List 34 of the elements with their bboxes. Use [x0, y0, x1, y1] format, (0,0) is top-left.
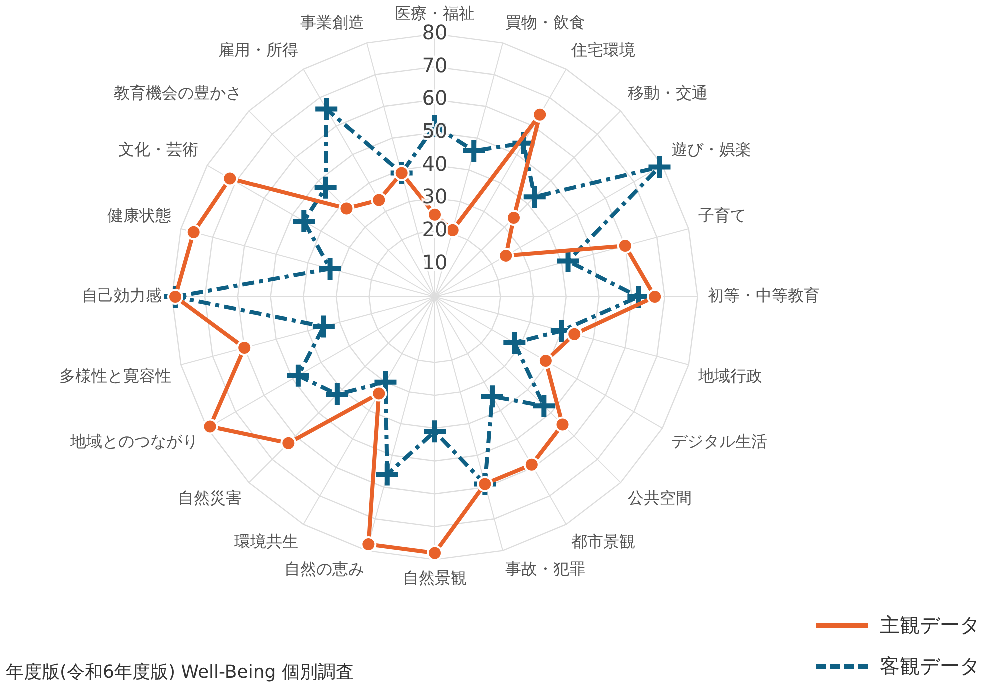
spoke-label: 初等・中等教育 [708, 286, 820, 306]
legend-label: 客観データ [880, 653, 980, 680]
y-tick-label: 20 [422, 218, 448, 242]
spoke-label: 健康状態 [107, 206, 172, 225]
spoke-label: 自然災害 [178, 488, 242, 508]
text: 年度版(令和6年度版) Well-Being 個別調査 [6, 661, 354, 684]
spoke-label: 住宅環境 [570, 40, 636, 60]
y-tick-label: 80 [422, 20, 448, 44]
spoke-label: 教育機会の豊かさ [114, 84, 242, 103]
spoke-label: 雇用・所得 [218, 40, 299, 60]
spoke-label: 地域とのつながり [70, 432, 199, 452]
spoke-label: 移動・交通 [628, 84, 708, 103]
spoke-label: デジタル生活 [671, 432, 768, 452]
spoke-label: 買物・飲食 [506, 13, 586, 32]
spoke-label: 医療・福祉 [395, 4, 475, 23]
spoke-label: 文化・芸術 [118, 140, 199, 160]
spoke-label: 遊び・娯楽 [671, 140, 752, 160]
spoke-label: 地域行政 [698, 366, 763, 386]
spoke-label: 多様性と寛容性 [59, 366, 172, 386]
spoke-label: 事業創造 [300, 13, 364, 32]
spoke-label: 都市景観 [571, 532, 636, 552]
spoke-label: 公共空間 [628, 488, 692, 508]
spoke-label: 事故・犯罪 [506, 559, 586, 578]
y-tick-label: 10 [422, 250, 448, 274]
y-tick-label: 60 [422, 86, 448, 110]
spoke-label: 子育て [698, 206, 747, 225]
spoke-label: 環境共生 [234, 532, 299, 552]
spoke-label: 自然の恵み [284, 559, 364, 578]
spoke-label: 自己効力感 [82, 286, 162, 306]
y-tick-label: 40 [422, 152, 448, 176]
y-tick-label: 30 [422, 184, 448, 209]
y-tick-label: 70 [422, 53, 448, 78]
legend-label: 主観データ [880, 612, 980, 639]
spoke-label: 自然景観 [403, 568, 467, 588]
